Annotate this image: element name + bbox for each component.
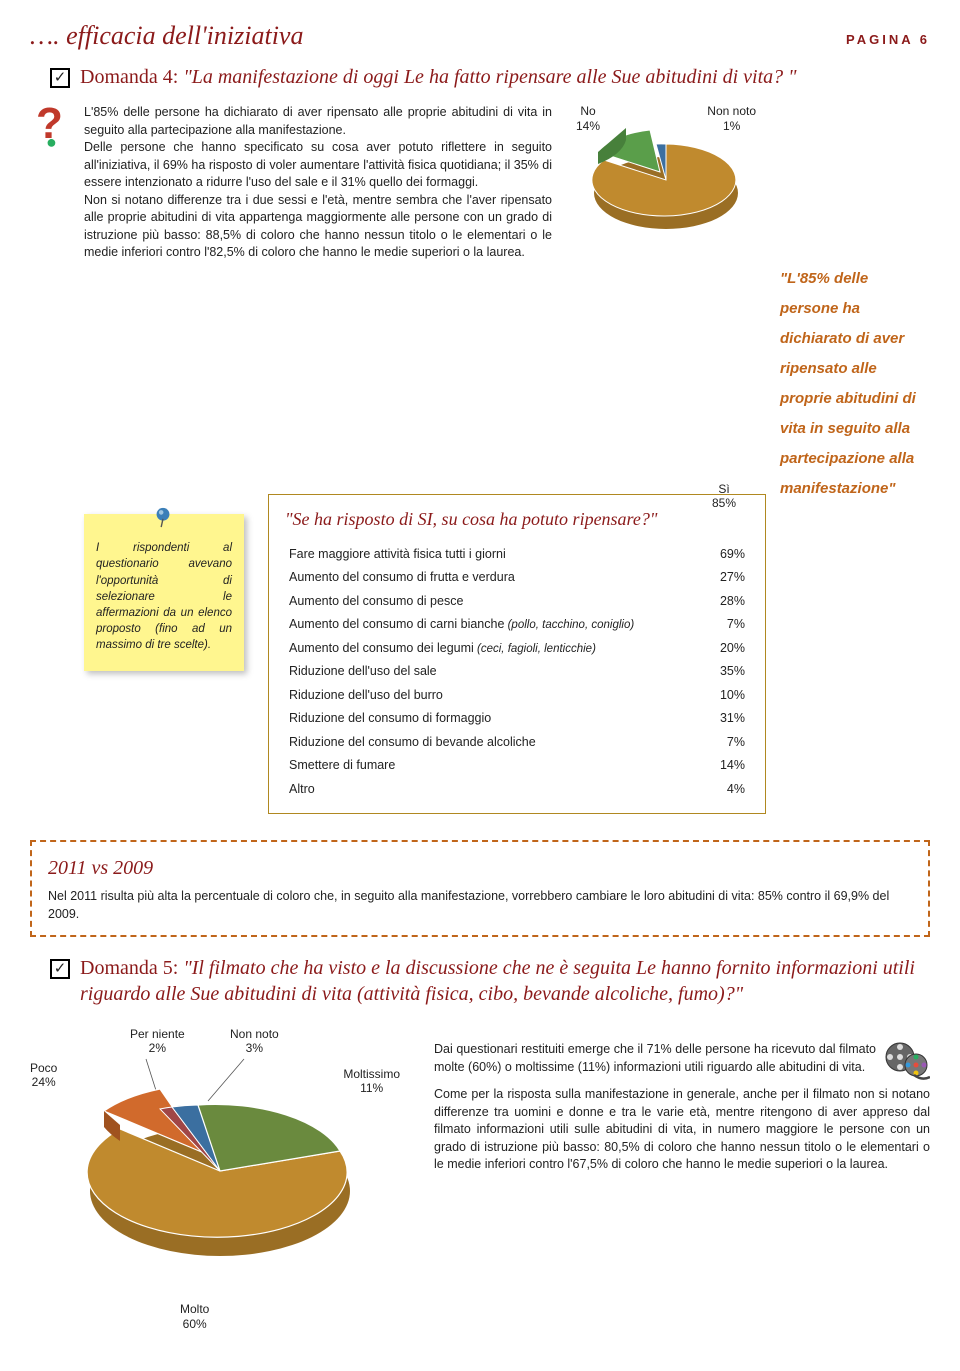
- table-row: Aumento del consumo di carni bianche (po…: [285, 613, 749, 637]
- table-row: Riduzione del consumo di bevande alcolic…: [285, 731, 749, 755]
- pin-icon: [152, 506, 174, 528]
- question-4: Domanda 4: "La manifestazione di oggi Le…: [80, 64, 797, 90]
- pie-chart-2: Poco24% Per niente2% Non noto3% Moltissi…: [30, 1021, 410, 1341]
- table-row: Riduzione dell'uso del burro10%: [285, 684, 749, 708]
- table-row: Smettere di fumare14%: [285, 754, 749, 778]
- table-row: Aumento del consumo di pesce28%: [285, 590, 749, 614]
- comparison-box: 2011 vs 2009 Nel 2011 risulta più alta l…: [30, 840, 930, 937]
- question-4-label: Domanda 4:: [80, 66, 178, 88]
- question-mark-icon: ?●: [36, 104, 70, 150]
- question-5-text: "Il filmato che ha visto e la discussion…: [80, 957, 915, 1005]
- paragraph-1: L'85% delle persone ha dichiarato di ave…: [84, 104, 552, 139]
- table-row: Riduzione del consumo di formaggio31%: [285, 707, 749, 731]
- comparison-title: 2011 vs 2009: [48, 854, 912, 882]
- sticky-note: I rispondenti al questionario avevano l'…: [84, 514, 244, 671]
- table-title: "Se ha risposto di SI, su cosa ha potuto…: [285, 507, 749, 532]
- callout-quote: "L'85% delle persone ha dichiarato di av…: [780, 104, 930, 504]
- table-row: Altro4%: [285, 778, 749, 802]
- table-row: Aumento del consumo di frutta e verdura2…: [285, 566, 749, 590]
- film-reel-icon: [884, 1041, 930, 1081]
- question-5-label: Domanda 5:: [80, 957, 178, 979]
- table-row: Aumento del consumo dei legumi (ceci, fa…: [285, 637, 749, 661]
- page-number: PAGINA 6: [846, 31, 930, 49]
- table-row: Riduzione dell'uso del sale35%: [285, 660, 749, 684]
- pie-chart-1: No14% Non noto1%: [566, 104, 766, 504]
- question-4-text: "La manifestazione di oggi Le ha fatto r…: [183, 66, 796, 88]
- paragraph-5a: Dai questionari restituiti emerge che il…: [434, 1041, 930, 1076]
- comparison-text: Nel 2011 risulta più alta la percentuale…: [48, 888, 912, 923]
- paragraph-2: Delle persone che hanno specificato su c…: [84, 139, 552, 192]
- table-row: Fare maggiore attività fisica tutti i gi…: [285, 543, 749, 567]
- page-title: …. efficacia dell'iniziativa: [30, 18, 303, 54]
- checkbox-icon: ✓: [50, 68, 70, 88]
- paragraph-5b: Come per la risposta sulla manifestazion…: [434, 1086, 930, 1174]
- paragraph-3: Non si notano differenze tra i due sessi…: [84, 192, 552, 262]
- checkbox-icon: ✓: [50, 959, 70, 979]
- question-5: Domanda 5: "Il filmato che ha visto e la…: [80, 955, 930, 1007]
- response-table: "Se ha risposto di SI, su cosa ha potuto…: [268, 494, 766, 814]
